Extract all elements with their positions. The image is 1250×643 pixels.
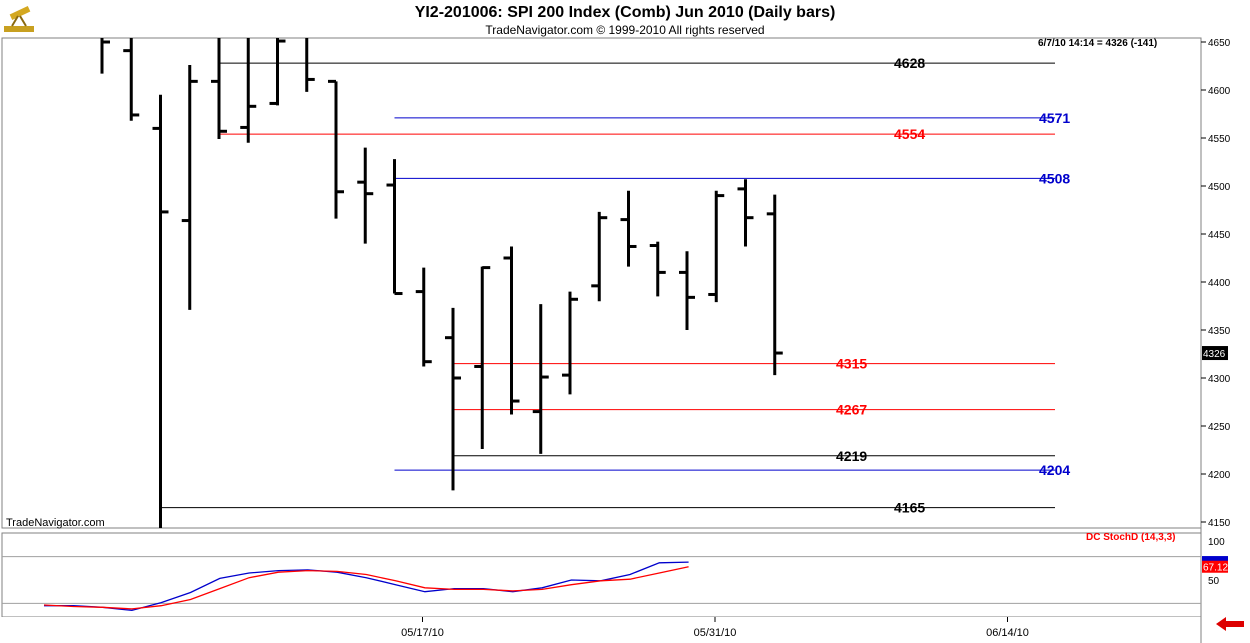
ohlc-bar-22 xyxy=(737,179,754,247)
indicator-plot-area xyxy=(1,532,1202,618)
last-price-label: 4326 xyxy=(1203,349,1226,360)
date-tick-label-05/31/10: 05/31/10 xyxy=(694,627,737,639)
price-plot-area xyxy=(1,37,1202,529)
price-readout: 6/7/10 14:14 = 4326 (-141) xyxy=(1038,38,1158,49)
ohlc-bar-5 xyxy=(240,38,257,143)
ind-tick-label-50: 50 xyxy=(1208,576,1220,587)
stoch-d-line xyxy=(43,566,689,610)
price-tick-label-4150: 4150 xyxy=(1208,518,1231,529)
date-tick-label-06/14/10: 06/14/10 xyxy=(986,627,1029,639)
ohlc-bar-2 xyxy=(152,94,169,528)
chart-title: YI2-201006: SPI 200 Index (Comb) Jun 201… xyxy=(414,4,836,21)
level-label-4219: 4219 xyxy=(836,448,867,464)
ohlc-bar-16 xyxy=(562,291,578,395)
stoch-d-marker xyxy=(1202,560,1228,573)
ohlc-bar-18 xyxy=(620,190,637,267)
ohlc-bar-17 xyxy=(591,211,608,302)
level-lines: 4628 4571 4554 4508 4315 4267 4219 4204 4165 xyxy=(160,55,1070,516)
ohlc-bar-11 xyxy=(415,267,432,367)
price-tick-label-4600: 4600 xyxy=(1208,86,1231,97)
price-tick-label-4500: 4500 xyxy=(1208,182,1231,193)
level-label-4554: 4554 xyxy=(894,126,925,142)
ohlc-bar-8 xyxy=(328,79,344,219)
ohlc-bar-23 xyxy=(766,194,783,376)
level-label-4165: 4165 xyxy=(894,500,925,516)
ohlc-bar-4 xyxy=(211,38,227,139)
ohlc-bar-12 xyxy=(445,307,461,491)
price-tick-label-4250: 4250 xyxy=(1208,422,1231,433)
level-label-4315: 4315 xyxy=(836,356,867,372)
price-tick-label-4650: 4650 xyxy=(1208,38,1231,49)
date-tick-label-05/17/10: 05/17/10 xyxy=(401,627,444,639)
chart-frame xyxy=(0,37,1250,643)
ohlc-bar-10 xyxy=(386,159,403,296)
stochastic-panel: 50 100 67.12 xyxy=(2,537,1228,612)
price-tick-label-4550: 4550 xyxy=(1208,134,1231,145)
telescope-icon[interactable] xyxy=(2,2,36,34)
price-tick-label-4450: 4450 xyxy=(1208,230,1231,241)
price-tick-label-4300: 4300 xyxy=(1208,374,1231,385)
price-bars xyxy=(100,38,783,528)
stoch-k-marker xyxy=(1202,556,1228,564)
chart-header: YI2-201006: SPI 200 Index (Comb) Jun 201… xyxy=(0,0,1250,38)
ind-tick-label-100: 100 xyxy=(1208,537,1225,548)
stoch-d-value-label: 67.12 xyxy=(1203,563,1228,574)
indicator-label: DC StochD (14,3,3) xyxy=(1086,532,1176,543)
stoch-k-line xyxy=(44,561,689,612)
watermark: TradeNavigator.com xyxy=(6,517,105,529)
axis-strip xyxy=(0,617,1250,643)
ohlc-bar-20 xyxy=(679,251,695,330)
price-tick-label-4200: 4200 xyxy=(1208,470,1231,481)
chart-subtitle: TradeNavigator.com © 1999-2010 All right… xyxy=(485,23,765,37)
ohlc-bar-1 xyxy=(123,38,140,121)
ohlc-bar-15 xyxy=(532,304,549,454)
price-tick-label-4400: 4400 xyxy=(1208,278,1231,289)
left-arrow-icon[interactable] xyxy=(1214,615,1248,633)
ohlc-bar-14 xyxy=(503,246,520,415)
level-label-4571: 4571 xyxy=(1039,110,1070,126)
ohlc-bar-7 xyxy=(305,38,315,92)
ohlc-bar-21 xyxy=(708,190,725,303)
level-label-4267: 4267 xyxy=(836,402,867,418)
ohlc-bar-0 xyxy=(100,38,110,74)
level-label-4628: 4628 xyxy=(894,55,925,71)
ohlc-bar-6 xyxy=(269,38,286,106)
ohlc-bar-3 xyxy=(181,65,198,310)
level-label-4508: 4508 xyxy=(1039,170,1070,186)
ohlc-bar-13 xyxy=(474,266,491,450)
price-axis: 4150 4200 4250 4300 4350 4400 4450 4500 4550 4600… xyxy=(1201,38,1231,529)
level-label-4204: 4204 xyxy=(1039,462,1070,478)
date-axis: 05/17/10 05/31/10 06/14/10 xyxy=(401,617,1029,639)
ohlc-bar-19 xyxy=(649,241,666,297)
price-tick-label-4350: 4350 xyxy=(1208,326,1231,337)
ohlc-bar-9 xyxy=(357,147,374,244)
last-price-box xyxy=(1202,346,1228,361)
